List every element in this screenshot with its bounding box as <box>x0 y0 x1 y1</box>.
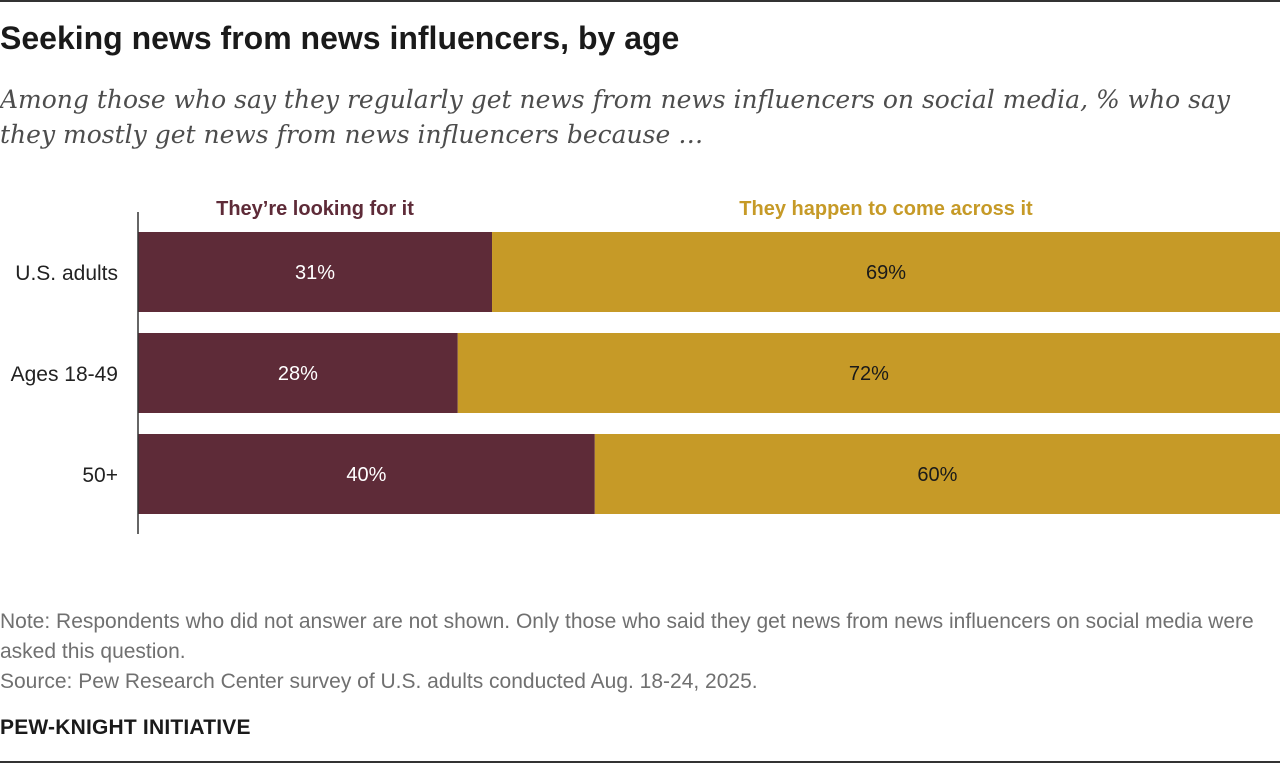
bar-segment <box>138 434 595 514</box>
chart-title: Seeking news from news influencers, by a… <box>0 20 680 56</box>
bars: 31% 69% 28% 72% 40% 60% <box>138 232 1280 514</box>
bar-segment <box>594 434 1280 514</box>
data-label: 28% <box>278 363 318 385</box>
footer-label: PEW-KNIGHT INITIATIVE <box>0 716 251 739</box>
top-rule <box>0 0 1280 2</box>
note-text: Note: Respondents who did not answer are… <box>0 610 1254 663</box>
bottom-rule <box>0 761 1280 763</box>
bar-segment <box>138 333 458 413</box>
legend-label: They happen to come across it <box>739 198 1033 220</box>
legend: They’re looking for it They happen to com… <box>216 198 1033 220</box>
data-label: 60% <box>917 464 957 486</box>
bar-segment <box>492 232 1280 312</box>
category-labels: U.S. adults Ages 18-49 50+ <box>11 262 118 487</box>
source-text: Source: Pew Research Center survey of U.… <box>0 670 758 693</box>
category-label: U.S. adults <box>15 262 118 285</box>
stacked-bar-chart: They’re looking for it They happen to com… <box>11 198 1280 534</box>
data-label: 72% <box>849 363 889 385</box>
category-label: Ages 18-49 <box>11 363 118 386</box>
data-label: 31% <box>295 262 335 284</box>
legend-label: They’re looking for it <box>216 198 414 220</box>
data-label: 69% <box>866 262 906 284</box>
bar-segment <box>138 232 493 312</box>
notes: Note: Respondents who did not answer are… <box>0 607 1260 697</box>
chart-subtitle: Among those who say they regularly get n… <box>0 85 1231 149</box>
bar-segment <box>457 333 1280 413</box>
category-label: 50+ <box>82 464 118 487</box>
data-label: 40% <box>346 464 386 486</box>
